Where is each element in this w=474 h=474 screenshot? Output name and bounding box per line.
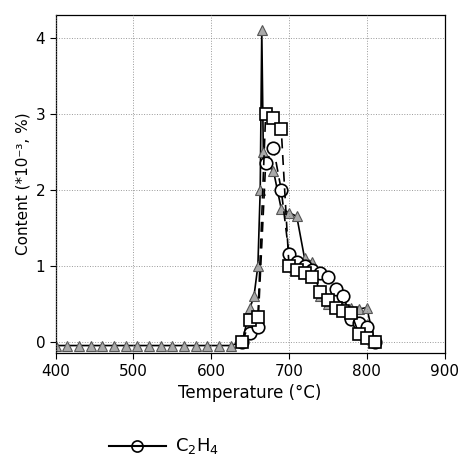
Text: $\mathregular{C_2H_4}$: $\mathregular{C_2H_4}$ xyxy=(175,436,219,456)
Y-axis label: Content (*10⁻³, %): Content (*10⁻³, %) xyxy=(15,113,30,255)
X-axis label: Temperature (°C): Temperature (°C) xyxy=(178,384,322,402)
